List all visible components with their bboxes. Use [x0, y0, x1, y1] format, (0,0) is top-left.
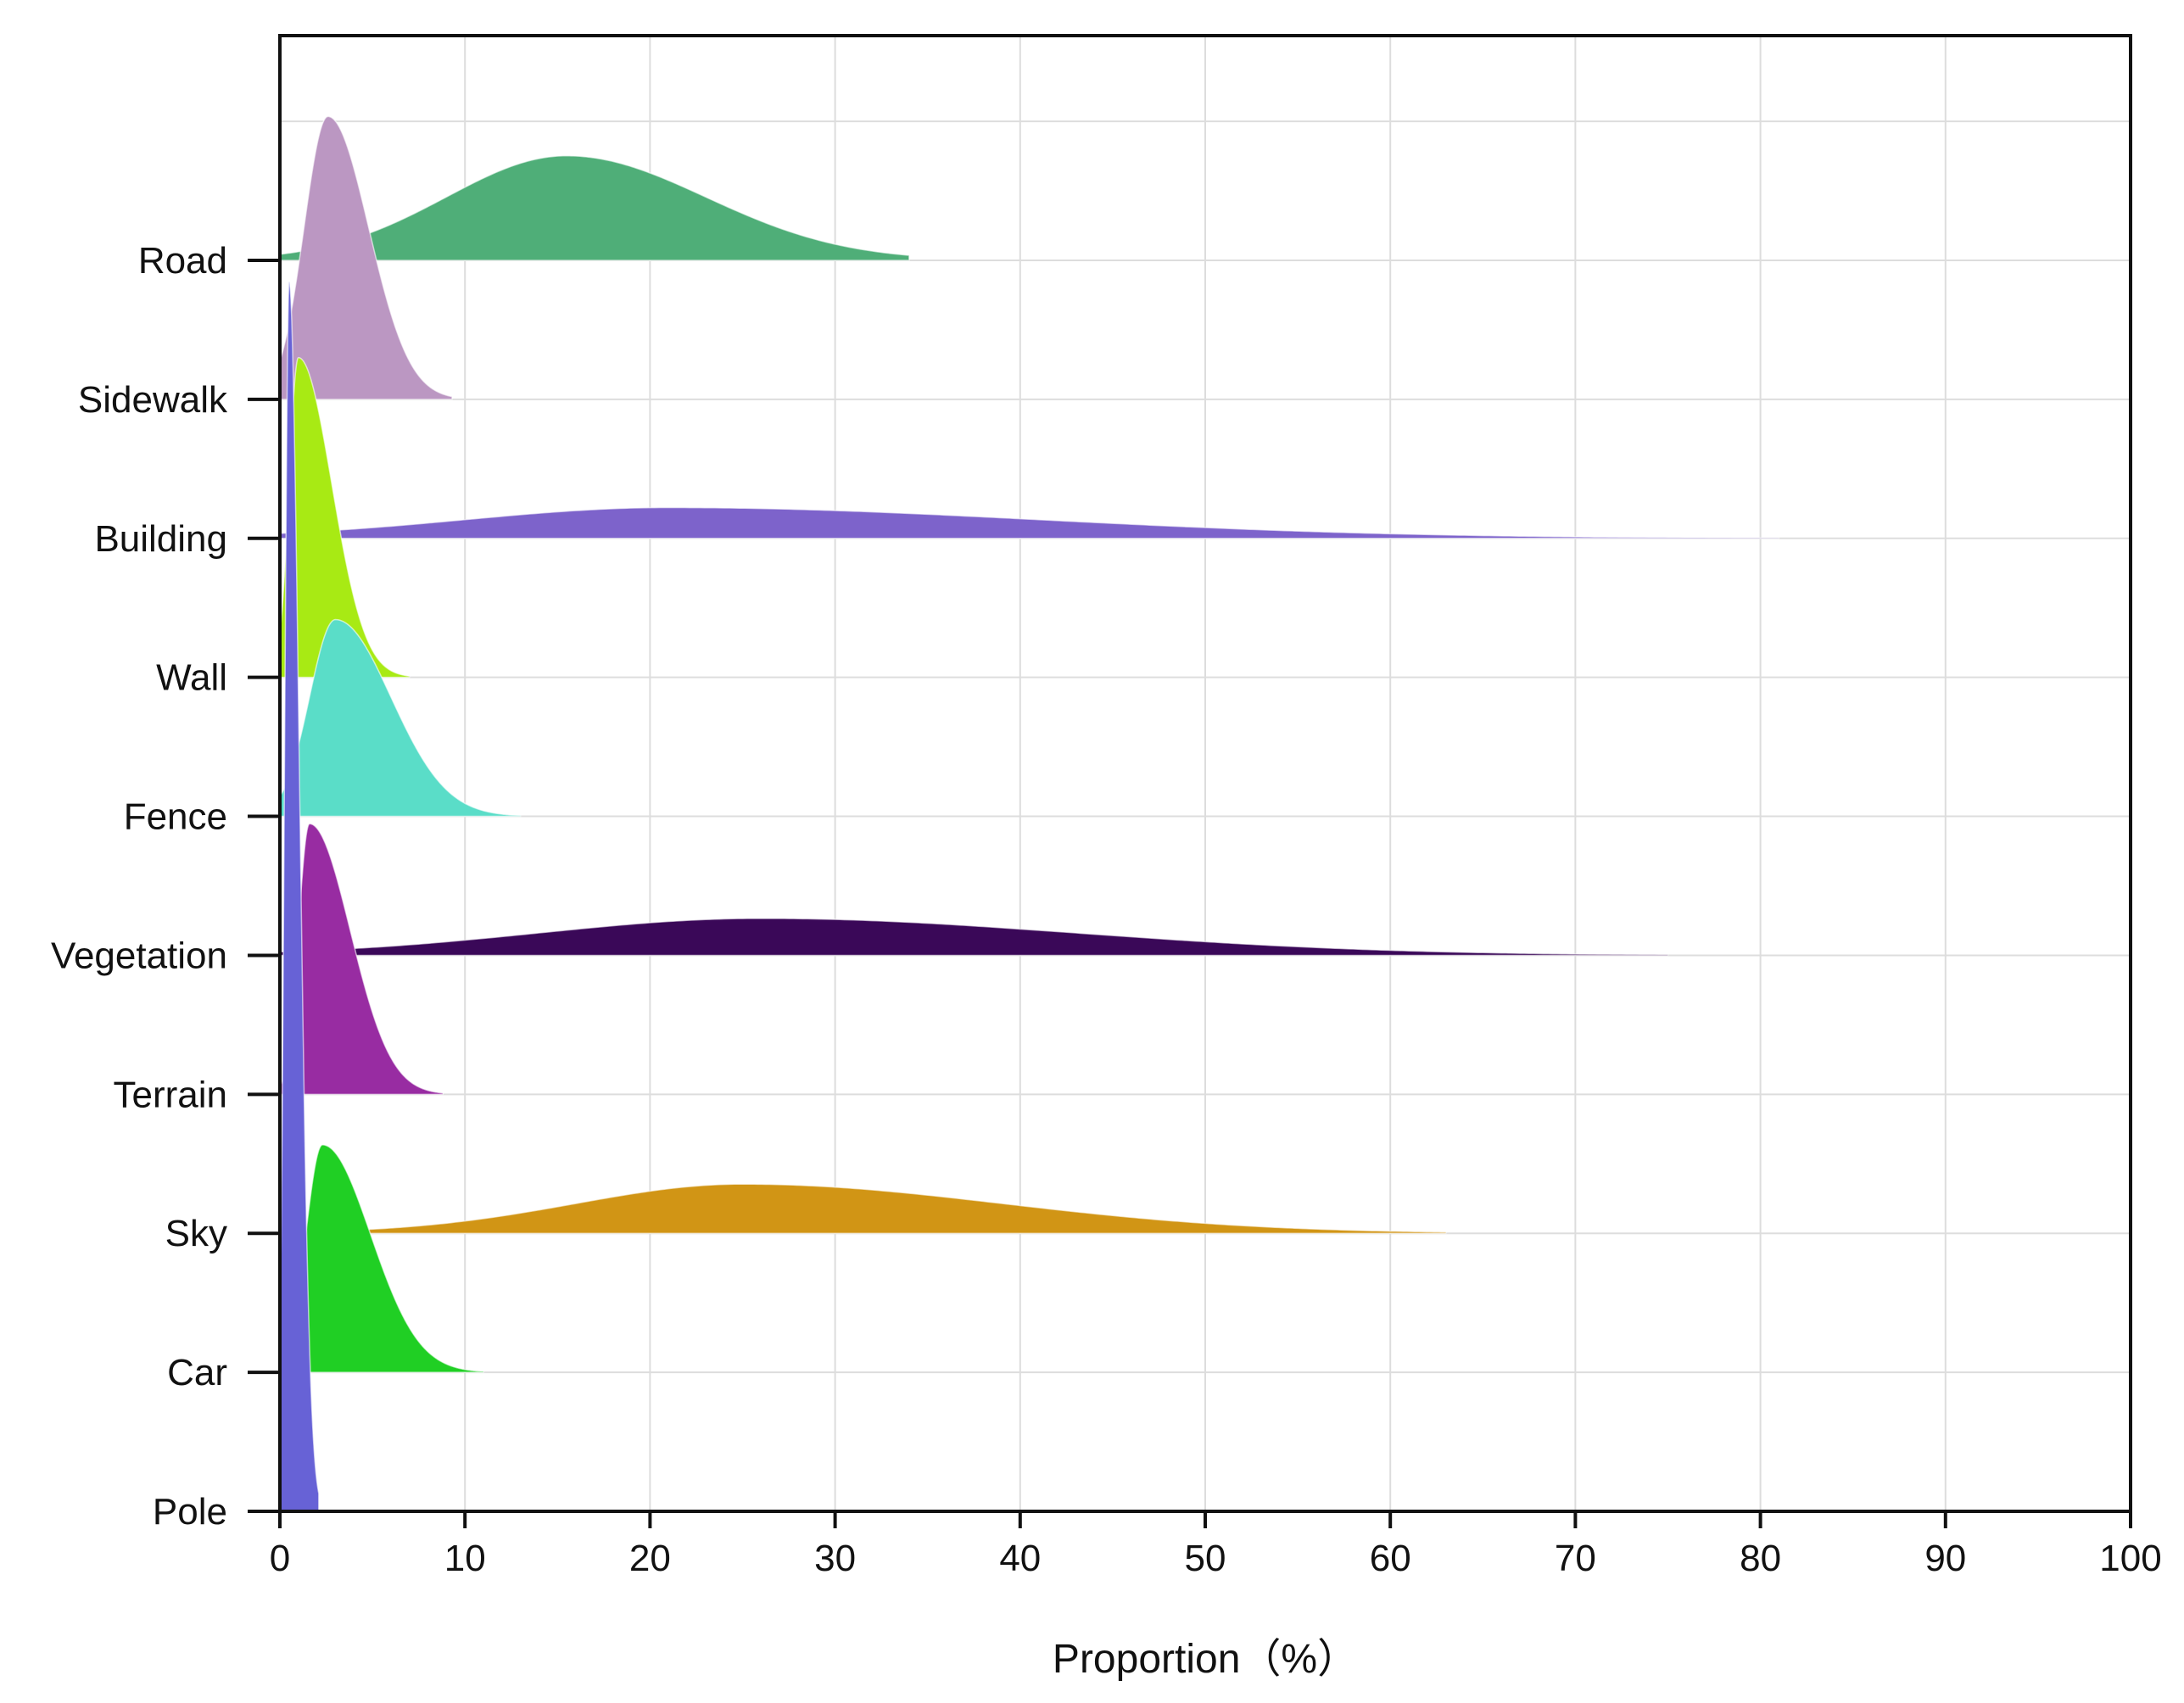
y-tick-label: Pole	[153, 1491, 227, 1533]
x-tick-label: 30	[814, 1538, 856, 1579]
ridge-wall	[279, 356, 411, 678]
x-tick-label: 10	[444, 1538, 486, 1579]
ridge-building	[279, 506, 1780, 539]
x-tick-label: 0	[270, 1538, 290, 1579]
y-tick-label: Sky	[165, 1213, 227, 1254]
x-tick-label: 80	[1740, 1538, 1781, 1579]
axis-labels: 0 10 20 30 40 50 60 70 80 90 100 Road Sidewalk Buildi…	[51, 240, 2162, 1579]
y-tick-label: Building	[94, 518, 227, 560]
ridge-sky	[279, 1183, 1447, 1234]
x-tick-label: 70	[1555, 1538, 1596, 1579]
x-tick-label: 50	[1185, 1538, 1226, 1579]
y-tick-label: Wall	[156, 657, 227, 699]
axis-ticks	[248, 259, 2132, 1528]
x-tick-label: 20	[629, 1538, 671, 1579]
ridge-terrain	[279, 823, 444, 1096]
ridge-vegetation	[279, 918, 1669, 957]
y-tick-label: Car	[167, 1352, 227, 1393]
y-tick-label: Terrain	[114, 1074, 228, 1115]
ridge-fence	[279, 618, 522, 818]
ridge-road	[279, 154, 910, 261]
x-tick-label: 100	[2099, 1538, 2161, 1579]
x-tick-label: 40	[999, 1538, 1041, 1579]
density-ridges	[279, 115, 1780, 1512]
y-tick-label: Fence	[124, 796, 227, 838]
ridge-car	[279, 1144, 484, 1373]
y-tick-label: Vegetation	[51, 935, 227, 976]
x-tick-label: 60	[1370, 1538, 1411, 1579]
ridge-sidewalk	[279, 115, 453, 400]
y-tick-label: Sidewalk	[78, 379, 228, 421]
y-tick-label: Road	[138, 240, 227, 282]
x-axis-title: Proportion（%）	[1053, 1637, 1358, 1682]
ridge-pole	[279, 281, 320, 1512]
x-tick-label: 90	[1924, 1538, 1966, 1579]
